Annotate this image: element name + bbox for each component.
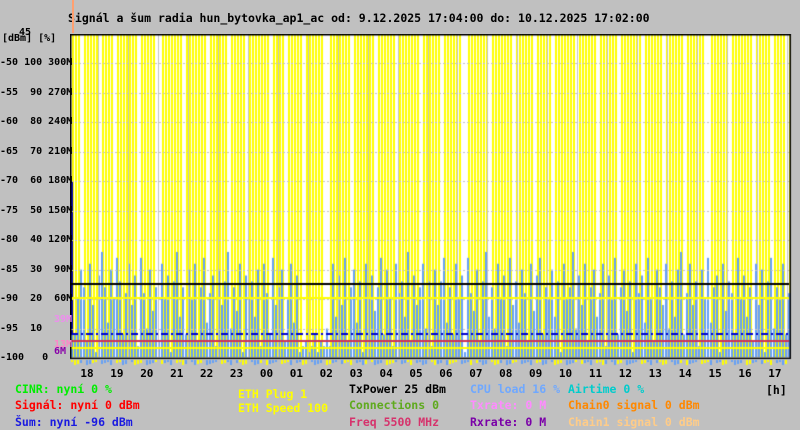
- hour-label-21: 21: [170, 367, 184, 380]
- hour-label-18: 18: [80, 367, 94, 380]
- legend-item: Rxrate: 0 M: [470, 415, 547, 429]
- y-axis-row: -55 90 270M: [0, 86, 73, 98]
- legend-item: Chain1 signal 0 dBm: [568, 415, 700, 429]
- hour-label-11: 11: [588, 367, 603, 380]
- y-axis-row: -85 30 90M: [0, 263, 73, 275]
- hour-label-19: 19: [110, 367, 124, 380]
- hour-label-14: 14: [678, 367, 692, 380]
- y-axis-row: -60 80 240M: [0, 116, 73, 128]
- legend-item: CPU load 16 %: [470, 382, 561, 396]
- hour-label-02: 02: [319, 367, 333, 380]
- rate-mark-39M: 39M: [53, 313, 72, 325]
- hour-label-08: 08: [499, 367, 513, 380]
- hour-label-05: 05: [409, 367, 423, 380]
- legend-item: Connections 0: [349, 398, 440, 412]
- y-axis-row: -50 100 300M: [0, 57, 73, 69]
- x-axis-unit-label: [h]: [766, 383, 787, 397]
- legend-item: ETH Plug 1: [238, 387, 308, 401]
- y-axis-top-label: 45: [19, 27, 32, 38]
- y-axis-row: -65 70 210M: [0, 145, 73, 157]
- legend-item: Freq 5500 MHz: [349, 415, 440, 429]
- hour-label-20: 20: [140, 367, 154, 380]
- hour-label-00: 00: [259, 367, 274, 380]
- signal-noise-plot: [70, 34, 792, 366]
- legend-item: Airtime 0 %: [568, 382, 645, 396]
- legend-item: Signál: nyní 0 dBm: [15, 398, 140, 412]
- y-axis-row: -95 10: [0, 322, 73, 334]
- hour-label-07: 07: [469, 367, 483, 380]
- hour-label-16: 16: [738, 367, 752, 380]
- hour-label-17: 17: [768, 367, 782, 380]
- legend-item: ETH Speed 100: [238, 401, 329, 415]
- legend-item: Šum: nyní -96 dBm: [15, 415, 133, 429]
- legend-item: Chain0 signal 0 dBm: [568, 398, 700, 412]
- y-axis-row: -100 0: [0, 352, 73, 363]
- y-axis-row: -80 40 120M: [0, 234, 73, 246]
- hour-label-06: 06: [439, 367, 453, 380]
- rate-mark-13M: 13M: [53, 339, 72, 351]
- hour-label-13: 13: [648, 367, 662, 380]
- hour-label-04: 04: [379, 367, 393, 380]
- hour-label-12: 12: [618, 367, 632, 380]
- hour-label-01: 01: [289, 367, 303, 380]
- hour-label-23: 23: [229, 367, 244, 380]
- legend-item: Txrate: 0 M: [470, 398, 547, 412]
- time-marker-tick: [72, 0, 74, 33]
- hour-label-03: 03: [349, 367, 363, 380]
- hour-label-15: 15: [708, 367, 722, 380]
- chart-title: Signál a šum radia hun_bytovka_ap1_ac od…: [68, 11, 650, 25]
- y-axis-row: -75 50 150M: [0, 204, 73, 216]
- hour-label-09: 09: [529, 367, 543, 380]
- y-axis-row: -90 20 60M: [0, 293, 73, 305]
- rate-mark-6M: 6M: [53, 346, 72, 358]
- hour-label-22: 22: [200, 367, 214, 380]
- legend-item: TxPower 25 dBm: [349, 382, 446, 396]
- y-axis-unit-label: [dBm] [%]: [2, 33, 57, 44]
- y-axis-row: -70 60 180M: [0, 175, 73, 187]
- hour-label-10: 10: [558, 367, 573, 380]
- legend-item: CINR: nyní 0 %: [15, 382, 112, 396]
